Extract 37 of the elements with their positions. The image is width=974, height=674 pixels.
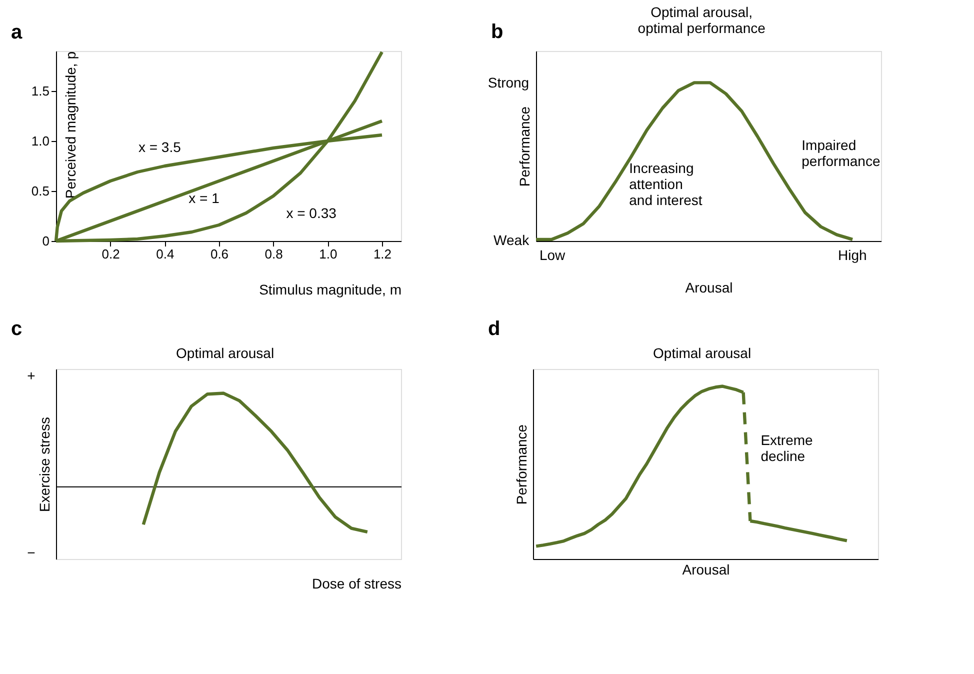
annotation: Weak: [494, 232, 530, 248]
text: Optimal arousal: [653, 344, 752, 361]
annotation: Impaired performance: [802, 137, 880, 169]
text: −: [27, 544, 36, 560]
chart-title: c: [11, 318, 22, 340]
x-axis-title: Arousal: [685, 280, 733, 296]
y-axis-title: Perceived magnitude, p: [62, 51, 78, 199]
text: Optimal arousal, optimal performance: [638, 4, 766, 36]
y-axis-title: Exercise stress: [36, 417, 52, 512]
y-tick-label: 1.5: [31, 84, 50, 98]
x-axis-title: Stimulus magnitude, m: [259, 282, 402, 298]
y-axis-title: Performance: [516, 106, 532, 187]
x-tick-label: 0.8: [264, 246, 283, 262]
text: +: [27, 368, 36, 384]
text: Low: [539, 247, 566, 264]
annotation: Strong: [488, 74, 530, 90]
text: High: [838, 247, 867, 264]
x-axis-title: Dose of stress: [312, 576, 402, 592]
annotation: Increasing attention and interest: [629, 160, 702, 208]
text: Optimal arousal: [176, 344, 274, 361]
series-label: x = 1: [188, 190, 220, 206]
y-tick-label: 1.0: [31, 134, 50, 148]
chart-title: d: [488, 318, 500, 340]
chart-title: b: [491, 21, 504, 43]
x-tick-label: 0.4: [156, 246, 174, 262]
y-tick-label: 0.5: [31, 184, 50, 198]
x-tick-label: 1.0: [319, 246, 338, 262]
y-axis-title: Performance: [514, 424, 530, 505]
series-label: x = 3.5: [138, 139, 182, 155]
y-tick-label: 0: [42, 234, 50, 248]
series-label: x = 0.33: [286, 205, 337, 221]
x-tick-label: 1.2: [373, 246, 392, 262]
x-tick-label: 0.6: [210, 246, 229, 262]
chart-title: a: [11, 21, 23, 44]
annotation: Extreme decline: [760, 432, 814, 464]
x-axis-title: Arousal: [682, 562, 730, 578]
x-tick-label: 0.2: [102, 246, 120, 262]
